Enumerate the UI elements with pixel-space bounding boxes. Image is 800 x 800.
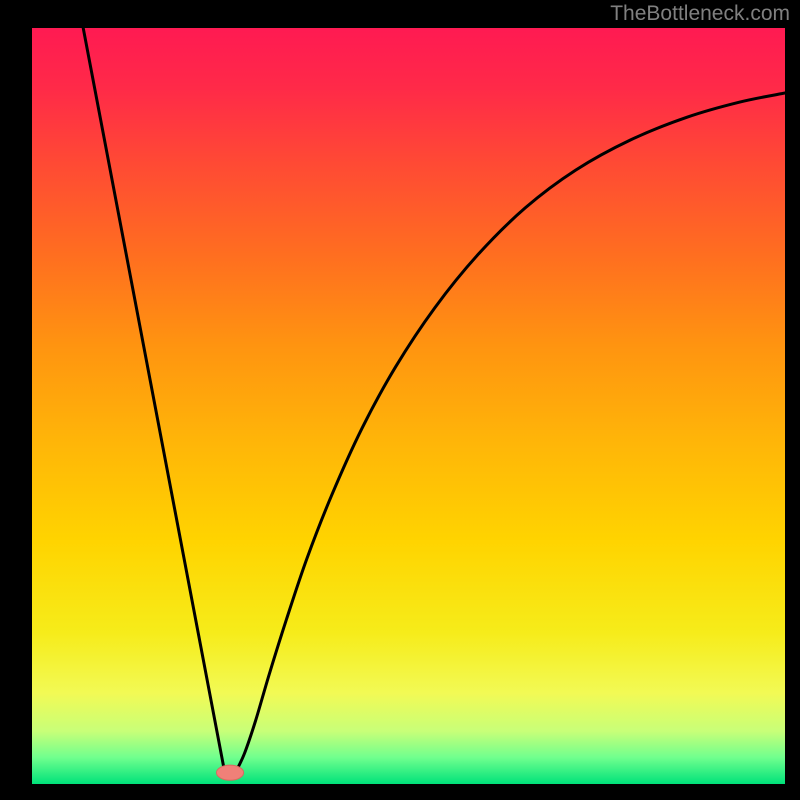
watermark-text: TheBottleneck.com [610,2,790,26]
background-gradient [32,28,785,784]
chart-frame: TheBottleneck.com [0,0,800,800]
plot-area [32,28,785,784]
plot-svg [32,28,785,784]
minimum-marker [216,765,243,780]
